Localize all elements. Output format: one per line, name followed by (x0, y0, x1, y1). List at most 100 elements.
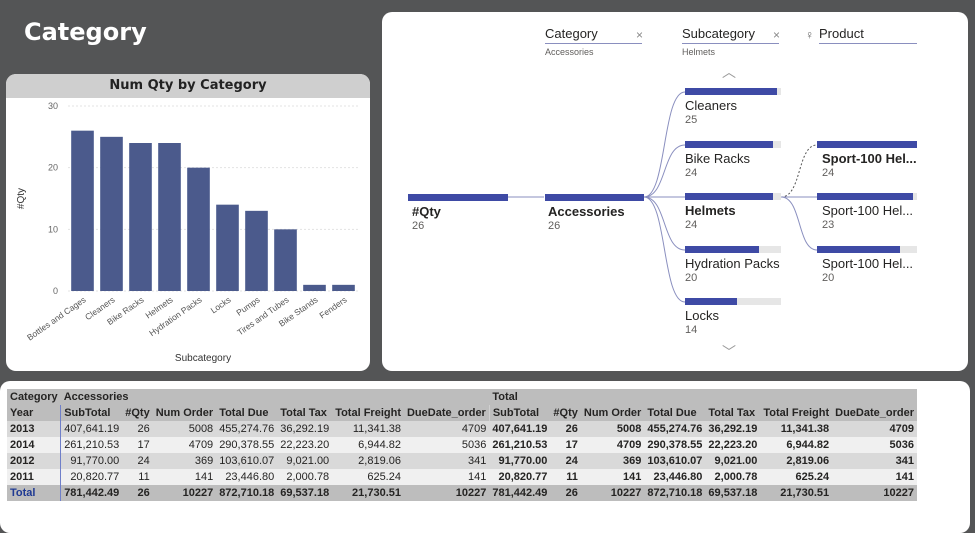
matrix-cell: 11,341.38 (352, 423, 401, 435)
chevron-up-icon[interactable]: ︿ (722, 64, 736, 80)
y-tick-label: 10 (48, 224, 58, 234)
table-row[interactable]: 2011 20,820.77 11 141 23,446.80 2,000.78 625.2… (7, 469, 917, 485)
matrix-total-cell: 455,274.76 (647, 423, 703, 435)
matrix-visual[interactable]: Category Accessories Total Year SubTotal… (0, 381, 970, 533)
subcategory-node-label[interactable]: Hydration Packs (685, 256, 780, 271)
matrix-cell: 141 (194, 471, 214, 483)
y-tick-label: 30 (48, 101, 58, 111)
bar[interactable] (245, 210, 268, 291)
matrix-total-cell: 24 (565, 455, 578, 467)
matrix-cell: 103,610.07 (219, 455, 275, 467)
category-header: Category (10, 391, 58, 403)
matrix-cell: 341 (467, 455, 487, 467)
matrix-cell: 17 (137, 439, 150, 451)
row-label[interactable]: 2013 (7, 421, 62, 437)
bar[interactable] (332, 284, 355, 291)
matrix-cell: 781,442.49 (64, 487, 120, 499)
bar[interactable] (216, 204, 239, 291)
matrix-total-cell: 4709 (889, 423, 914, 435)
column-header-num-order[interactable]: Num Order (155, 407, 214, 419)
table-row[interactable]: 2012 91,770.00 24 369 103,610.07 9,021.00 2,81… (7, 453, 917, 469)
decomposition-tree-visual[interactable]: Category × Accessories Subcategory × Hel… (382, 12, 968, 371)
level-selected-subcategory: Helmets (682, 47, 716, 57)
chevron-down-icon[interactable]: ﹀ (722, 344, 736, 360)
group-header-total: Total (492, 391, 518, 403)
category-node-label[interactable]: Accessories (548, 204, 625, 219)
table-row[interactable]: 2014 261,210.53 17 4709 290,378.55 22,223.20 6… (7, 437, 917, 453)
matrix-header-row-2: Year SubTotal #Qty Num Order Total Due Total… (7, 405, 917, 421)
bar[interactable] (71, 130, 94, 291)
table-row[interactable]: 2013 407,641.19 26 5008 455,274.76 36,292.19 1… (7, 421, 917, 437)
matrix-total-cell: 407,641.19 (492, 423, 548, 435)
bar[interactable] (129, 143, 152, 291)
y-tick-label: 20 (48, 163, 58, 173)
matrix-total-cell: 369 (622, 455, 642, 467)
product-node-label[interactable]: Sport-100 Hel... (822, 151, 917, 166)
column-header-total-due[interactable]: Total Due (219, 407, 269, 419)
level-header-category[interactable]: Category (545, 26, 642, 44)
column-header-num-order[interactable]: Num Order (583, 407, 642, 419)
matrix-cell: 625.24 (367, 471, 401, 483)
matrix-cell: 24 (137, 455, 150, 467)
year-header: Year (7, 405, 62, 421)
matrix-total-cell: 4709 (616, 439, 642, 451)
bar[interactable] (100, 136, 123, 291)
product-bar (817, 141, 917, 148)
column-header-subtotal[interactable]: SubTotal (64, 407, 111, 419)
column-header-total-freight[interactable]: Total Freight (763, 407, 830, 419)
matrix-total-cell: 11,341.38 (780, 423, 830, 435)
level-header-subcategory[interactable]: Subcategory (682, 26, 779, 44)
product-node-value: 23 (822, 219, 835, 231)
bar-chart-visual[interactable]: Num Qty by Category 30 20 10 0 #Qty Bottles a… (6, 74, 370, 371)
row-label[interactable]: Total (7, 485, 62, 501)
subcategory-node-label[interactable]: Cleaners (685, 98, 738, 113)
chart-title: Num Qty by Category (6, 74, 370, 98)
y-axis-label: #Qty (16, 188, 27, 209)
bar[interactable] (303, 284, 326, 291)
matrix-cell: 261,210.53 (64, 439, 120, 451)
row-label[interactable]: 2012 (7, 453, 62, 469)
matrix-cell: 407,641.19 (64, 423, 120, 435)
root-node-label[interactable]: #Qty (412, 204, 441, 219)
subcategory-node-label[interactable]: Bike Racks (685, 151, 751, 166)
matrix-total-cell: 141 (622, 471, 642, 483)
product-node-label[interactable]: Sport-100 Hel... (822, 256, 914, 271)
subcategory-node-label[interactable]: Locks (685, 308, 719, 323)
matrix-total-cell: 22,223.20 (708, 439, 758, 451)
product-node-value: 24 (822, 167, 835, 179)
lightbulb-icon[interactable]: ♀ (805, 28, 814, 42)
column-header-total-freight[interactable]: Total Freight (335, 407, 401, 419)
column-header-subtotal[interactable]: SubTotal (492, 407, 540, 419)
bar[interactable] (274, 229, 297, 291)
column-header-total-tax[interactable]: Total Tax (280, 407, 327, 419)
matrix-total-cell: 781,442.49 (492, 487, 548, 499)
column-header-total-due[interactable]: Total Due (647, 407, 697, 419)
column-header--qty[interactable]: #Qty (553, 407, 578, 419)
row-label[interactable]: 2011 (7, 469, 62, 485)
matrix-total-cell: 20,820.77 (498, 471, 548, 483)
group-header-accessories[interactable]: Accessories (63, 391, 129, 403)
matrix-cell: 11 (138, 471, 150, 483)
level-header-product[interactable]: Product (819, 26, 917, 44)
bar[interactable] (187, 167, 210, 291)
matrix-cell: 5036 (461, 439, 487, 451)
column-header--qty[interactable]: #Qty (125, 407, 150, 419)
matrix-total-cell: 872,710.18 (647, 487, 703, 499)
close-icon[interactable]: × (636, 28, 644, 42)
matrix-cell: 2,000.78 (286, 471, 330, 483)
column-header-total-tax[interactable]: Total Tax (708, 407, 756, 419)
subcategory-node-value: 25 (685, 114, 698, 126)
subcategory-node-label[interactable]: Helmets (685, 203, 736, 218)
matrix-cell: 872,710.18 (219, 487, 275, 499)
row-label[interactable]: 2014 (7, 437, 62, 453)
product-bar (817, 193, 913, 200)
matrix-total-cell: 17 (565, 439, 578, 451)
product-node-label[interactable]: Sport-100 Hel... (822, 203, 914, 218)
close-icon[interactable]: × (773, 28, 781, 42)
category-node-value: 26 (548, 220, 561, 232)
bar[interactable] (158, 143, 181, 291)
column-header-duedate-order[interactable]: DueDate_order (403, 405, 490, 421)
column-header-duedate-order[interactable]: DueDate_order (835, 407, 914, 419)
matrix-cell: 9,021.00 (286, 455, 330, 467)
table-total-row[interactable]: Total 781,442.49 26 10227 872,710.18 69,537.1… (7, 485, 917, 501)
